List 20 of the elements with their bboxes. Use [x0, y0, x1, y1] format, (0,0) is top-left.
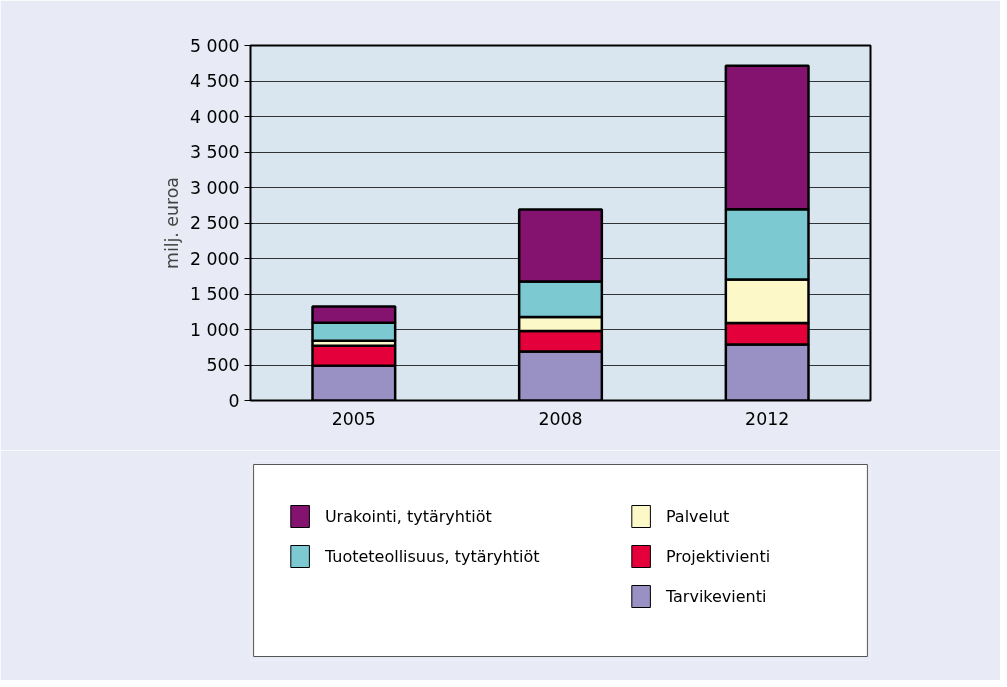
y-tick-label: 4 500	[189, 71, 240, 91]
legend-label: Tuoteteollisuus, tytäryhtiöt	[323, 547, 540, 566]
x-tick-label: 2005	[331, 408, 376, 429]
y-tick-label: 1 500	[189, 284, 240, 304]
x-tick-label: 2008	[538, 408, 583, 429]
y-tick-label: 500	[206, 355, 240, 375]
y-tick-label: 0	[228, 390, 240, 411]
y-tick-label: 3 500	[189, 142, 240, 162]
y-axis-title: milj. euroa	[161, 177, 182, 269]
y-tick-label: 2 500	[189, 213, 240, 233]
legend-label: Urakointi, tytäryhtiöt	[324, 507, 492, 526]
x-tick-label: 2012	[745, 408, 790, 429]
y-tick-label: 1 000	[189, 319, 240, 340]
y-tick-label: 5 000	[189, 35, 240, 56]
legend-label: Palvelut	[665, 507, 730, 526]
y-tick-label: 2 000	[189, 248, 240, 269]
legend-label: Projektivienti	[665, 547, 771, 566]
legend-label: Tarvikevienti	[664, 587, 767, 606]
y-tick-label: 4 000	[189, 106, 240, 127]
y-tick-label: 3 000	[189, 177, 240, 198]
